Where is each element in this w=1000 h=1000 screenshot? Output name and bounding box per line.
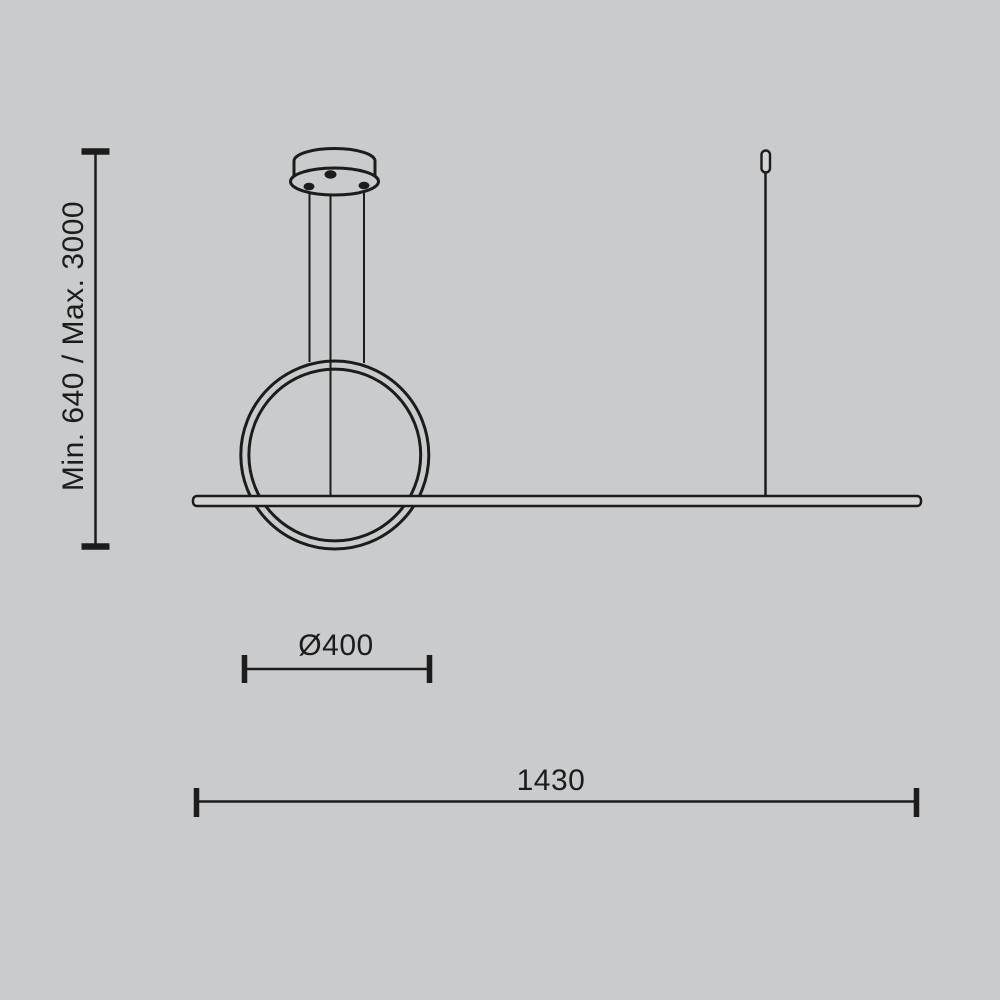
- wire-mount-left: [303, 182, 315, 191]
- wire-mount-center: [324, 170, 337, 179]
- width-dimension: 1430: [193, 764, 920, 817]
- right-suspension: [760, 149, 772, 497]
- height-dimension-label: Min. 640 / Max. 3000: [57, 201, 90, 491]
- ceiling-canopy: [289, 147, 380, 197]
- height-dimension: Min. 640 / Max. 3000: [57, 148, 110, 550]
- ring-inner-circle: [247, 367, 423, 543]
- cord-grip: [760, 149, 772, 174]
- ring-outer-circle: [239, 359, 431, 551]
- led-bar: [191, 494, 923, 508]
- led-ring: [239, 359, 431, 551]
- diameter-dimension: Ø400: [241, 629, 433, 683]
- diameter-dimension-label: Ø400: [298, 629, 373, 662]
- suspension-wires: [308, 176, 365, 498]
- width-dimension-label: 1430: [517, 764, 586, 797]
- wire-mount-right: [358, 181, 370, 190]
